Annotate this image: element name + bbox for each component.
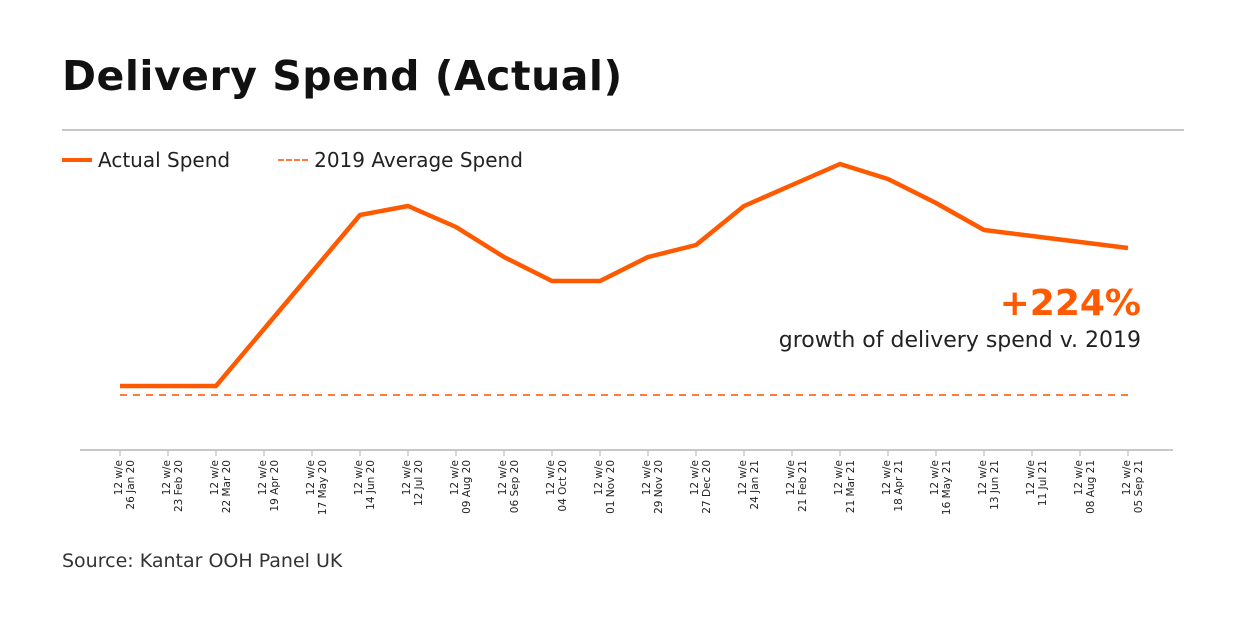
x-axis-tick-label-line: 12 Jul 20: [413, 460, 425, 506]
x-axis-tick-label: 12 w/e23 Feb 20: [161, 460, 185, 512]
x-axis-tick-label: 12 w/e26 Jan 20: [113, 460, 137, 510]
x-axis-tick-label-line: 21 Mar 21: [845, 460, 857, 513]
x-axis-tick-label-line: 12 w/e: [257, 460, 269, 495]
x-axis-tick-label-line: 27 Dec 20: [701, 460, 713, 514]
x-axis-tick-label-line: 09 Aug 20: [461, 460, 473, 514]
x-axis-tick-label-line: 11 Jul 21: [1037, 460, 1049, 506]
x-axis-tick-label-line: 08 Aug 21: [1085, 460, 1097, 514]
x-axis-tick-label: 12 w/e21 Feb 21: [785, 460, 809, 512]
x-axis-tick-label-line: 12 w/e: [161, 460, 173, 495]
source-note: Source: Kantar OOH Panel UK: [62, 550, 343, 572]
x-axis-tick-label-line: 12 w/e: [641, 460, 653, 495]
x-axis-tick-label: 12 w/e29 Nov 20: [641, 460, 665, 514]
x-axis-tick-label-line: 12 w/e: [1073, 460, 1085, 495]
x-axis-tick-label-line: 05 Sep 21: [1133, 460, 1145, 513]
legend-item-average-spend: 2019 Average Spend: [278, 148, 523, 172]
x-axis-tick-label-line: 12 w/e: [785, 460, 797, 495]
x-axis-tick-label: 12 w/e14 Jun 20: [353, 460, 377, 510]
x-axis-tick-label-line: 22 Mar 20: [221, 460, 233, 513]
x-axis-tick-label-line: 12 w/e: [209, 460, 221, 495]
legend-label-actual-spend: Actual Spend: [98, 148, 231, 172]
x-axis-tick-label-line: 01 Nov 20: [605, 460, 617, 514]
x-axis-tick-label: 12 w/e21 Mar 21: [833, 460, 857, 513]
x-axis-tick-label: 12 w/e09 Aug 20: [449, 460, 473, 514]
growth-callout: +224% growth of delivery spend v. 2019: [779, 282, 1141, 356]
x-axis-tick-label-line: 12 w/e: [449, 460, 461, 495]
x-axis-tick-label-line: 04 Oct 20: [557, 460, 569, 512]
x-axis-tick-label: 12 w/e01 Nov 20: [593, 460, 617, 514]
x-axis-tick-label: 12 w/e24 Jan 21: [737, 460, 761, 510]
x-axis-tick-label-line: 12 w/e: [833, 460, 845, 495]
x-axis-tick-label-line: 12 w/e: [353, 460, 365, 495]
x-axis-tick-labels: 12 w/e26 Jan 20 12 w/e23 Feb 20 12 w/e22 M…: [113, 460, 1145, 515]
growth-callout-value: +224%: [999, 283, 1141, 324]
x-axis-tick-label-line: 12 w/e: [497, 460, 509, 495]
x-axis-tick-label-line: 12 w/e: [1025, 460, 1037, 495]
x-axis-tick-label-line: 12 w/e: [737, 460, 749, 495]
chart-title: Delivery Spend (Actual): [62, 52, 623, 100]
x-axis-tick-label: 12 w/e04 Oct 20: [545, 460, 569, 512]
legend-swatch-actual-spend: [62, 158, 92, 162]
x-axis-tick-label-line: 12 w/e: [929, 460, 941, 495]
x-axis-tick-label: 12 w/e22 Mar 20: [209, 460, 233, 513]
growth-callout-text: growth of delivery spend v. 2019: [778, 328, 1141, 353]
x-axis-tick-label-line: 12 w/e: [545, 460, 557, 495]
x-axis-tick-label-line: 13 Jun 21: [989, 460, 1001, 510]
x-axis-tick-label-line: 17 May 20: [317, 460, 329, 515]
x-axis-tick-label: 12 w/e06 Sep 20: [497, 460, 521, 513]
legend-label-average-spend: 2019 Average Spend: [314, 148, 523, 172]
x-axis-tick-label: 12 w/e11 Jul 21: [1025, 460, 1049, 506]
x-axis-tick-label-line: 29 Nov 20: [653, 460, 665, 514]
series-line-actual-spend: [120, 161, 1129, 389]
x-axis-tick-label: 12 w/e08 Aug 21: [1073, 460, 1097, 514]
series-lines: [120, 161, 1129, 396]
x-axis-tick-label: 12 w/e13 Jun 21: [977, 460, 1001, 510]
x-axis-tick-label-line: 23 Feb 20: [173, 460, 185, 512]
x-axis-tick-label-line: 06 Sep 20: [509, 460, 521, 513]
x-axis-tick-label-line: 21 Feb 21: [797, 460, 809, 512]
x-axis-tick-label-line: 12 w/e: [305, 460, 317, 495]
x-axis-tick-label-line: 12 w/e: [881, 460, 893, 495]
x-axis-tick-label: 12 w/e19 Apr 20: [257, 460, 281, 512]
x-axis-tick-label-line: 24 Jan 21: [749, 460, 761, 510]
title-divider: [62, 129, 1184, 131]
x-axis-tick-label-line: 14 Jun 20: [365, 460, 377, 510]
x-axis-tick-label-line: 12 w/e: [1121, 460, 1133, 495]
x-axis-tick-label: 12 w/e17 May 20: [305, 460, 329, 515]
x-axis-tick-label-line: 26 Jan 20: [125, 460, 137, 510]
legend-item-actual-spend: Actual Spend: [62, 148, 230, 172]
x-axis-tick-label-line: 18 Apr 21: [893, 460, 905, 512]
x-axis-tick-label-line: 12 w/e: [113, 460, 125, 495]
x-axis-tick-label-line: 12 w/e: [401, 460, 413, 495]
legend-swatch-average-spend: [278, 159, 309, 161]
x-axis-tick-label: 12 w/e18 Apr 21: [881, 460, 905, 512]
x-axis-tick-label-line: 16 May 21: [941, 460, 953, 515]
x-axis-tick-label-line: 19 Apr 20: [269, 460, 281, 512]
x-axis-tick-label: 12 w/e12 Jul 20: [401, 460, 425, 506]
x-axis-tick-label-line: 12 w/e: [593, 460, 605, 495]
x-axis: [80, 449, 1173, 456]
x-axis-tick-label: 12 w/e27 Dec 20: [689, 460, 713, 514]
x-axis-tick-label: 12 w/e05 Sep 21: [1121, 460, 1145, 513]
chart-legend: Actual Spend 2019 Average Spend: [62, 148, 571, 172]
x-axis-tick-label: 12 w/e16 May 21: [929, 460, 953, 515]
x-axis-tick-label-line: 12 w/e: [689, 460, 701, 495]
x-axis-tick-label-line: 12 w/e: [977, 460, 989, 495]
